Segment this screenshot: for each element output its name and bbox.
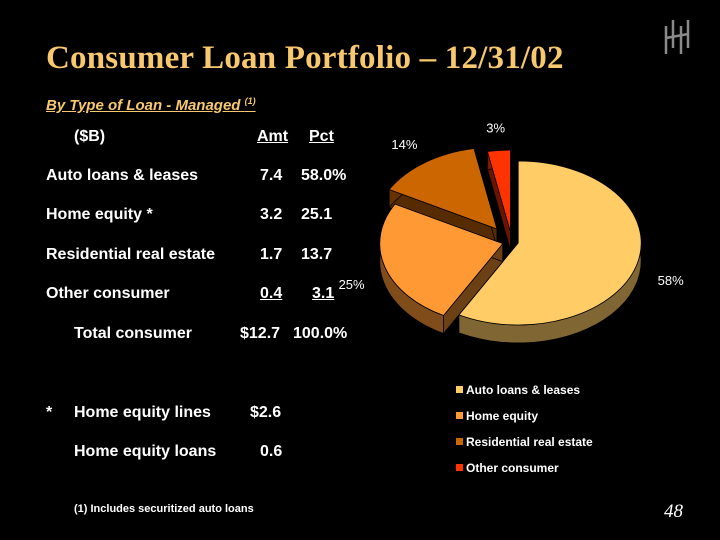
legend-item: Home equity bbox=[456, 409, 538, 423]
row-label: Residential real estate bbox=[46, 246, 215, 263]
legend-swatch bbox=[456, 412, 463, 419]
legend-label: Home equity bbox=[466, 409, 539, 423]
legend-swatch bbox=[456, 386, 463, 393]
page-title: Consumer Loan Portfolio – 12/31/02 bbox=[46, 40, 564, 76]
legend-swatch bbox=[456, 464, 463, 471]
subtitle-footnote-marker: (1) bbox=[244, 96, 256, 106]
pie-slice bbox=[379, 203, 504, 335]
company-logo-icon bbox=[664, 20, 690, 54]
legend-label: Other consumer bbox=[466, 461, 559, 475]
pie-data-label: 25% bbox=[339, 277, 365, 292]
pie-data-label: 14% bbox=[391, 137, 417, 152]
row-label: Other consumer bbox=[46, 285, 170, 302]
total-amt: $12.7 bbox=[240, 325, 281, 342]
pie-slice bbox=[486, 149, 511, 251]
page-number: 48 bbox=[664, 501, 683, 522]
legend-label: Residential real estate bbox=[466, 435, 593, 449]
pie-slice-top bbox=[379, 203, 504, 317]
row-label: Auto loans & leases bbox=[46, 167, 199, 184]
unit-header: ($B) bbox=[74, 128, 106, 145]
page-subtitle: By Type of Loan - Managed (1) bbox=[46, 96, 256, 114]
note-label: Home equity loans bbox=[74, 443, 217, 460]
footnote: (1) Includes securitized auto loans bbox=[74, 503, 254, 515]
note-amt: 0.6 bbox=[260, 443, 283, 460]
note-amt: $2.6 bbox=[250, 404, 282, 421]
row-pct: 3.1 bbox=[312, 285, 335, 302]
note-marker: * bbox=[46, 404, 53, 421]
row-pct: 25.1 bbox=[301, 206, 333, 223]
legend-swatch bbox=[456, 438, 463, 445]
row-amt: 7.4 bbox=[260, 167, 283, 184]
legend-item: Residential real estate bbox=[456, 435, 593, 449]
row-amt: 1.7 bbox=[260, 246, 283, 263]
legend-item: Other consumer bbox=[456, 461, 559, 475]
row-label: Home equity * bbox=[46, 206, 153, 223]
row-pct: 13.7 bbox=[301, 246, 333, 263]
pct-header: Pct bbox=[309, 128, 334, 145]
pie-slice-top bbox=[388, 148, 498, 230]
pie-slice-top bbox=[458, 160, 642, 326]
legend-item: Auto loans & leases bbox=[456, 383, 580, 397]
amt-header: Amt bbox=[257, 128, 289, 145]
pie-slice bbox=[388, 148, 498, 248]
note-label: Home equity lines bbox=[74, 404, 211, 421]
subtitle-text: By Type of Loan - Managed bbox=[46, 97, 241, 114]
pie-data-label: 58% bbox=[658, 273, 684, 288]
total-pct: 100.0% bbox=[293, 325, 348, 342]
pie-slice-top bbox=[486, 149, 511, 233]
row-amt: 0.4 bbox=[260, 285, 283, 302]
total-label: Total consumer bbox=[74, 325, 192, 342]
row-pct: 58.0% bbox=[301, 167, 347, 184]
legend-label: Auto loans & leases bbox=[466, 383, 581, 397]
row-amt: 3.2 bbox=[260, 206, 283, 223]
pie-data-label: 3% bbox=[486, 121, 505, 136]
